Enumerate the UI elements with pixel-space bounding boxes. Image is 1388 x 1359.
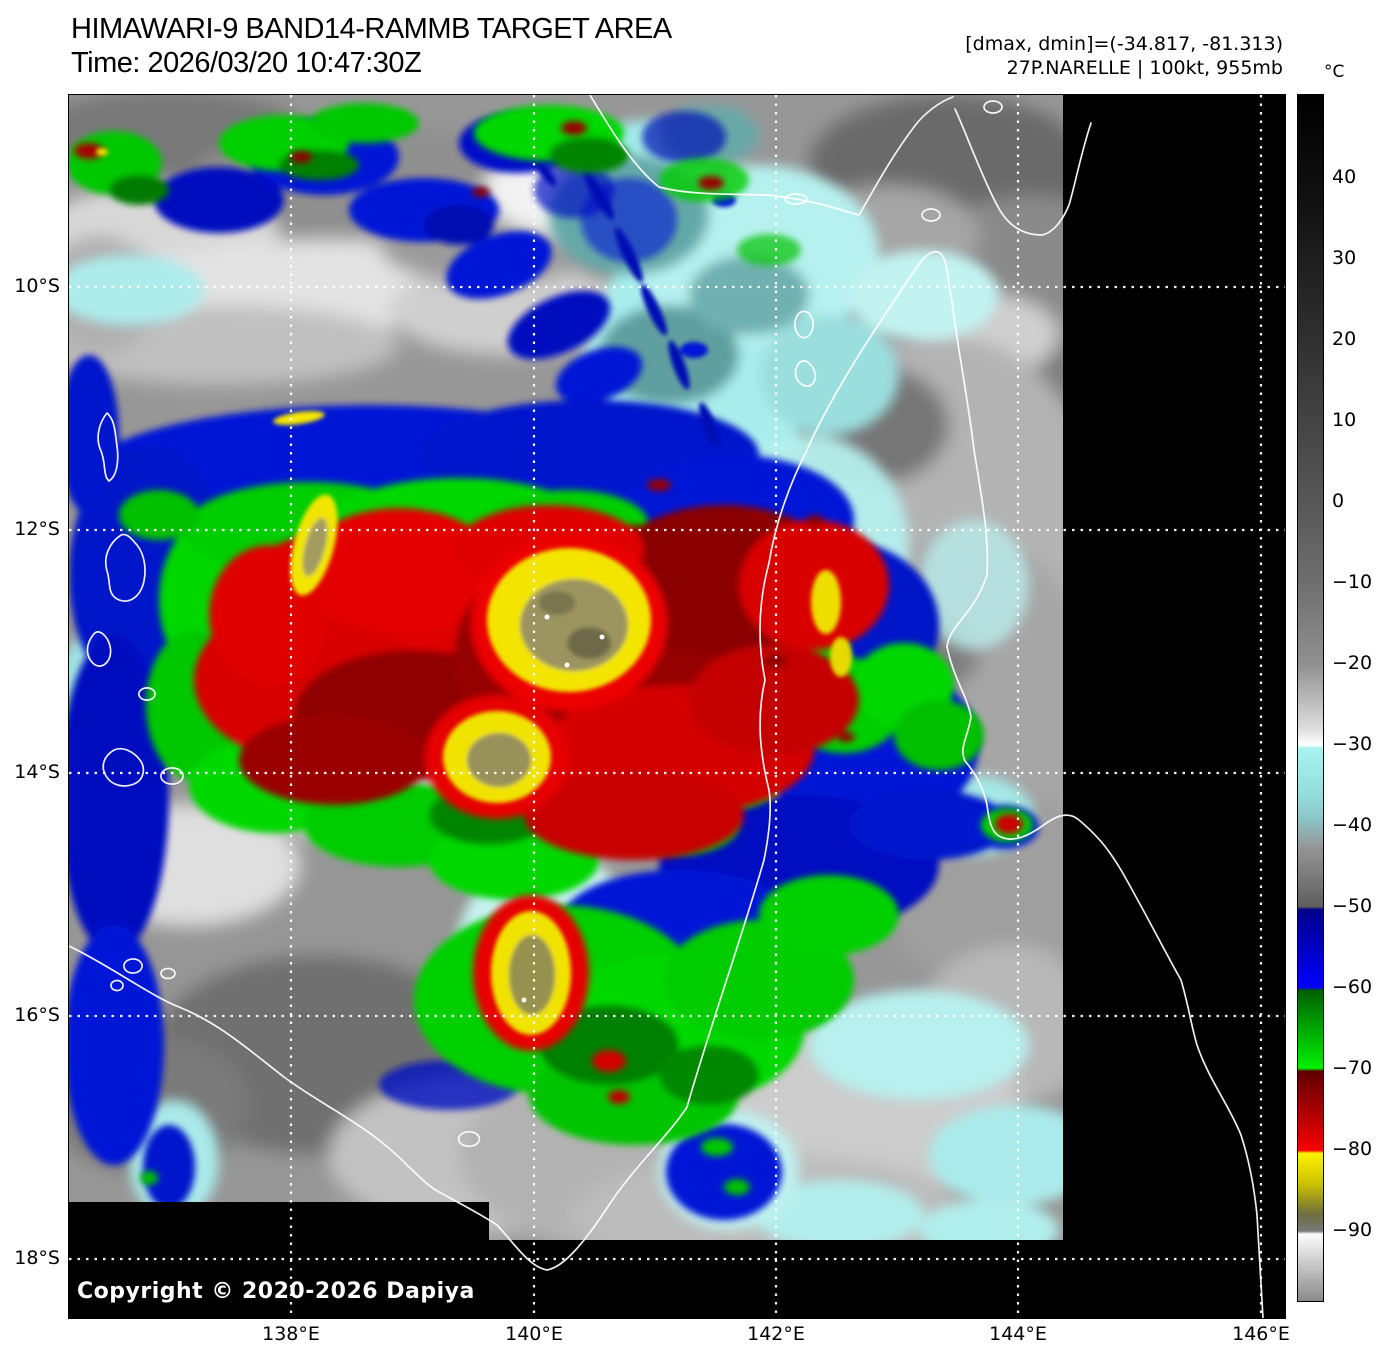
header: HIMAWARI-9 BAND14-RAMMB TARGET AREA Time… [71,12,672,80]
copyright-notice: Copyright © 2020-2026 Dapiya [77,1279,475,1304]
coastline-island-bentinck [457,1130,481,1148]
timestamp: Time: 2026/03/20 10:47:30Z [71,47,422,79]
cb-tick-m30: −30 [1332,733,1373,755]
cb-tick-m10: −10 [1332,571,1373,593]
coastline-overlay [69,95,1264,1318]
lon-label-146e: 146°E [1232,1323,1290,1345]
coastline-wellesley [160,967,176,980]
storm-identity: 27P.NARELLE | 100kt, 955mb [1006,57,1283,79]
lon-label-138e: 138°E [262,1323,320,1345]
cb-tick-40: 40 [1332,166,1357,188]
satellite-ir-image [69,95,1285,1318]
coastline-peninsula-lakes [794,360,817,387]
coastline-wellesley [123,958,143,974]
coastline-gulf-capeyork-queensland [69,250,1264,1318]
colorbar-unit-label: °C [1324,62,1345,82]
coastline-png-east [954,108,1092,236]
lat-label-12s: 12°S [14,518,60,540]
cb-tick-m80: −80 [1332,1138,1373,1160]
cb-tick-m40: −40 [1332,814,1373,836]
storm-info-block: [dmax, dmin]=(-34.817, -81.313) 27P.NARE… [965,32,1283,80]
dmax-dmin-readout: [dmax, dmin]=(-34.817, -81.313) [965,33,1283,55]
page-title: HIMAWARI-9 BAND14-RAMMB TARGET AREA [71,13,672,45]
cb-tick-30: 30 [1332,247,1357,269]
lat-label-18s: 18°S [14,1247,60,1269]
coastline-wellesley [110,979,124,992]
coastline-islands-left [138,687,156,701]
cb-tick-m50: −50 [1332,895,1373,917]
lat-label-16s: 16°S [14,1004,60,1026]
grid-overlay [69,95,1285,1318]
coastline-wellesley [160,767,184,785]
coastline-islands-left [86,631,112,667]
coastline-peninsula-lakes [794,310,814,339]
satellite-image-frame: Copyright © 2020-2026 Dapiya [68,94,1286,1319]
coastline-islands-left [104,533,146,602]
coastline-island-loop [921,208,941,222]
lat-label-10s: 10°S [14,275,60,297]
coastline-islands-left [97,412,119,482]
cb-tick-0: 0 [1332,490,1345,512]
cb-tick-m20: −20 [1332,652,1373,674]
temperature-colorbar [1297,94,1324,1302]
cb-tick-m60: −60 [1332,976,1373,998]
lon-label-140e: 140°E [505,1323,563,1345]
lat-label-14s: 14°S [14,761,60,783]
coastline-island-loop [784,193,808,205]
lon-label-144e: 144°E [989,1323,1047,1345]
coastline-png [589,95,954,216]
lon-label-142e: 142°E [747,1323,805,1345]
cloud-field [69,95,1063,1240]
cb-tick-m90: −90 [1332,1219,1373,1241]
cb-tick-10: 10 [1332,409,1357,431]
cb-tick-m70: −70 [1332,1057,1373,1079]
overshooting-top-specks [521,614,605,1003]
coastline-island-loop [983,100,1003,114]
cb-tick-20: 20 [1332,328,1357,350]
coastline-wellesley [102,747,145,787]
